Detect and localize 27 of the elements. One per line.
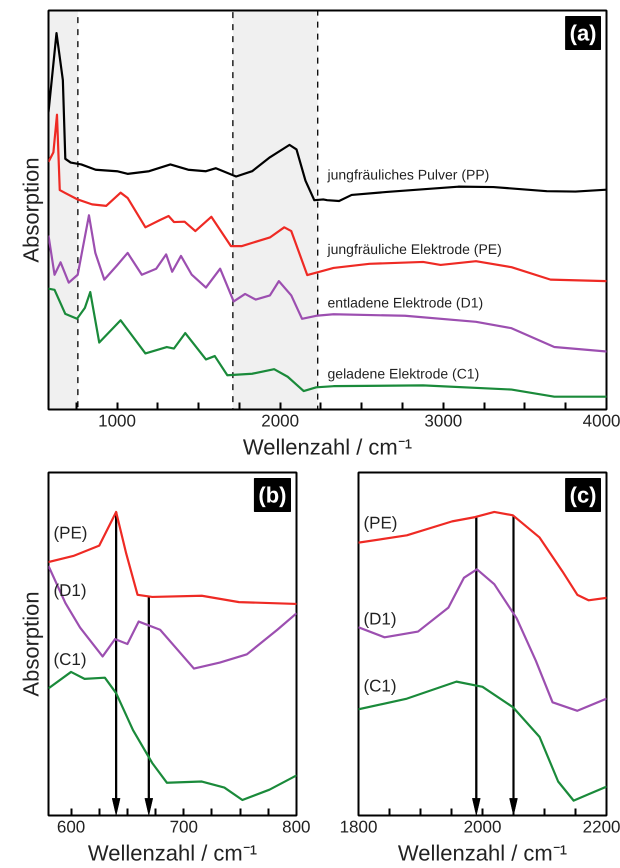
x-tick-label: 1800 bbox=[340, 818, 378, 836]
x-axis-title: Wellenzahl / cm⁻¹ bbox=[242, 434, 412, 460]
x-tick-label: 2000 bbox=[261, 412, 300, 430]
y-axis-title: Absorption bbox=[18, 157, 44, 263]
x-tick-label: 3000 bbox=[424, 412, 462, 430]
series-label: (C1) bbox=[53, 650, 87, 669]
series-label: geladene Elektrode (C1) bbox=[328, 365, 480, 382]
series-label: jungfräuliche Elektrode (PE) bbox=[326, 241, 502, 258]
series-label: (PE) bbox=[363, 513, 398, 532]
text: (c) bbox=[570, 482, 597, 508]
x-tick-label: 700 bbox=[170, 818, 198, 836]
x-tick-label: 2000 bbox=[464, 818, 502, 836]
x-tick-label: 1000 bbox=[98, 412, 136, 430]
series-label: (PE) bbox=[53, 524, 88, 543]
x-tick-label: 2200 bbox=[582, 818, 620, 836]
series-label: (D1) bbox=[363, 610, 397, 629]
series-label: (C1) bbox=[363, 676, 397, 696]
series-label: jungfräuliches Pulver (PP) bbox=[326, 166, 490, 183]
text: (b) bbox=[258, 482, 287, 508]
x-tick-label: 4000 bbox=[582, 412, 620, 430]
series-label: entladene Elektrode (D1) bbox=[328, 294, 484, 310]
x-axis-title: Wellenzahl / cm⁻¹ bbox=[88, 840, 258, 866]
x-tick-label: 600 bbox=[56, 818, 86, 836]
annotation: (a) bbox=[570, 20, 597, 46]
x-axis-title: Wellenzahl / cm⁻¹ bbox=[398, 840, 568, 866]
y-axis-title: Absorption bbox=[18, 591, 44, 697]
x-tick-label: 800 bbox=[282, 818, 311, 836]
